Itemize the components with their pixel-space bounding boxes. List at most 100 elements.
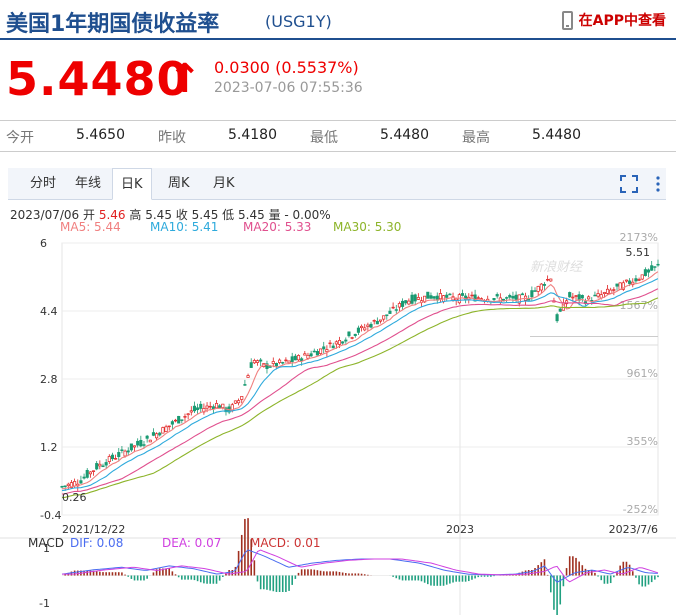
candle-body xyxy=(549,278,553,282)
candle-body xyxy=(416,297,420,300)
candle-body xyxy=(650,265,654,271)
info-high-label: 高 xyxy=(129,208,142,222)
candle-body xyxy=(192,405,196,412)
phone-icon xyxy=(561,10,573,30)
candle-body xyxy=(177,415,181,424)
tab-daily-k[interactable]: 日K xyxy=(112,168,152,200)
candle-body xyxy=(148,439,152,443)
candle-body xyxy=(350,337,354,339)
candle-body xyxy=(173,419,178,422)
candle-body xyxy=(533,290,537,292)
candle-body xyxy=(107,456,111,462)
y-tick-label: 6 xyxy=(40,237,47,250)
stat-low-label: 最低 xyxy=(310,130,338,146)
candle-body xyxy=(240,396,244,400)
info-open-label: 开 xyxy=(83,208,96,222)
tab-weekly-k[interactable]: 周K xyxy=(168,176,190,191)
tab-year[interactable]: 年线 xyxy=(75,176,102,191)
y-tick-label: 1.2 xyxy=(40,441,58,454)
ma30-legend: MA30: 5.30 xyxy=(333,220,402,234)
stat-open-label: 今开 xyxy=(6,130,34,146)
x-label-2023: 2023 xyxy=(446,523,474,536)
candle-body xyxy=(565,300,569,305)
candle-body xyxy=(79,480,83,484)
info-high: 5.45 xyxy=(145,208,172,222)
stat-low-value: 5.4480 xyxy=(380,127,429,143)
candle-body xyxy=(612,289,616,291)
stat-prev-close-label: 昨收 xyxy=(158,130,186,146)
candle-body xyxy=(161,427,165,434)
tab-intraday[interactable]: 分时 xyxy=(30,176,57,191)
candle-body xyxy=(73,481,77,487)
candle-body xyxy=(145,435,149,439)
dea-line xyxy=(62,549,659,583)
candle-info-line: 2023/07/06 开 5.46 高 5.45 收 5.45 低 5.45 量… xyxy=(10,206,331,223)
candle-body xyxy=(505,297,509,299)
candle-body xyxy=(315,350,319,356)
info-low-label: 低 xyxy=(222,208,235,222)
candle-body xyxy=(378,319,383,322)
tab-monthly-k[interactable]: 月K xyxy=(213,176,235,191)
info-open: 5.46 xyxy=(98,208,126,222)
candle-body xyxy=(180,419,184,421)
candle-body xyxy=(536,286,540,292)
ma20-legend: MA20: 5.33 xyxy=(243,220,312,234)
candle-body xyxy=(271,361,275,364)
open-in-app-label: 在APP中查看 xyxy=(578,13,666,29)
pct-tick-label: -252% xyxy=(623,503,658,516)
candle-body xyxy=(539,283,543,291)
candle-body xyxy=(268,366,272,368)
candle-body xyxy=(587,296,591,300)
candle-body xyxy=(287,360,291,364)
more-icon[interactable] xyxy=(653,175,663,193)
macd-y-tick: -1 xyxy=(39,597,50,610)
open-in-app-link[interactable]: 在APP中查看 xyxy=(561,10,666,30)
candle-body xyxy=(492,298,496,301)
stat-high-label: 最高 xyxy=(462,130,490,146)
candle-body xyxy=(568,292,572,298)
symbol-code: (USG1Y) xyxy=(265,12,332,31)
candle-body xyxy=(186,413,190,416)
pct-tick-label: 355% xyxy=(627,435,658,448)
candle-body xyxy=(448,293,452,296)
candle-body xyxy=(360,325,364,329)
candle-body xyxy=(214,403,219,409)
candle-body xyxy=(104,462,108,466)
ma5-line xyxy=(61,271,659,490)
candle-body xyxy=(101,465,105,468)
candle-body xyxy=(401,300,405,307)
candle-body xyxy=(558,308,562,312)
candle-body xyxy=(82,476,86,479)
info-close: 5.45 xyxy=(191,208,219,222)
candle-body xyxy=(95,463,99,470)
candle-body xyxy=(605,288,610,294)
candle-body xyxy=(211,406,215,410)
candle-body xyxy=(571,296,575,299)
candle-body xyxy=(189,410,193,413)
candle-body xyxy=(322,346,326,350)
candle-body xyxy=(344,339,348,342)
candle-body xyxy=(527,298,531,301)
candle-body xyxy=(309,353,313,357)
candle-body xyxy=(167,425,171,428)
candle-body xyxy=(60,486,64,488)
candle-body xyxy=(366,324,370,327)
info-low: 5.45 xyxy=(238,208,265,222)
pct-tick-label: 2173% xyxy=(620,231,658,244)
candle-body xyxy=(259,359,263,362)
candle-body xyxy=(126,450,130,453)
price-change: 0.0300 (0.5537%) xyxy=(214,58,359,77)
info-vol: - 0.00% xyxy=(284,208,331,222)
candle-body xyxy=(296,355,301,361)
candle-body xyxy=(110,454,115,460)
candle-body xyxy=(66,483,70,487)
candle-body xyxy=(237,400,241,404)
candle-body xyxy=(634,278,638,282)
fullscreen-icon[interactable] xyxy=(620,175,638,193)
candle-body xyxy=(221,403,225,408)
candle-body xyxy=(319,348,323,354)
macd-dif-label: DIF: 0.08 xyxy=(70,536,123,550)
candle-body xyxy=(281,362,285,364)
candle-body xyxy=(290,356,294,362)
kline-chart[interactable]: 6 2173%4.4 1567%2.8 961%1.2 355%-0.4 -252%202… xyxy=(0,215,676,615)
